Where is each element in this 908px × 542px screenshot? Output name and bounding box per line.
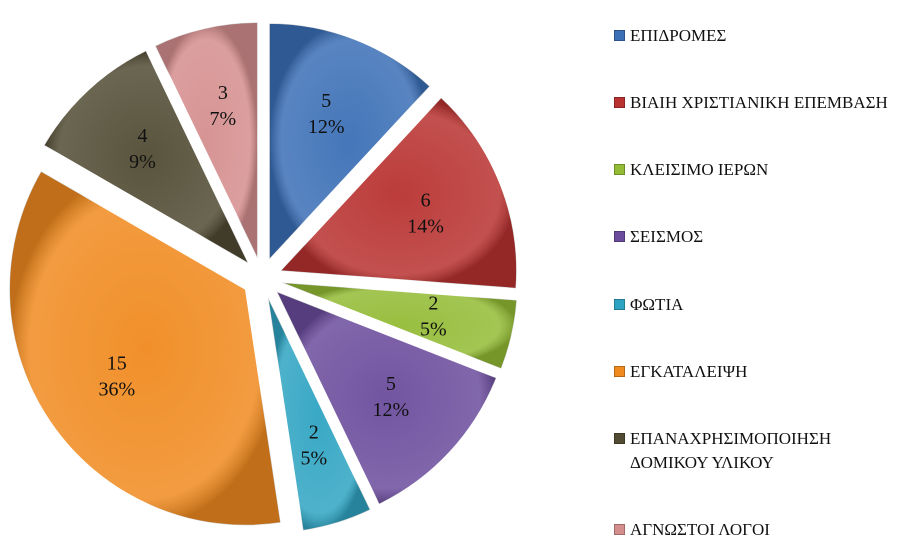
legend-label: ΑΓΝΩΣΤΟΙ ΛΟΓΟΙ	[630, 519, 770, 539]
percent-label: 5%	[420, 319, 447, 341]
percent-label: 36%	[98, 379, 135, 401]
legend-item: ΒΙΑΙΗ ΧΡΙΣΤΙΑΝΙΚΗ ΕΠΕΜΒΑΣΗ	[614, 91, 904, 115]
legend-label: ΣΕΙΣΜΟΣ	[630, 227, 704, 247]
legend-swatch	[614, 97, 625, 109]
legend-swatch	[614, 432, 625, 444]
value-label: 3	[218, 82, 228, 104]
percent-label: 14%	[407, 215, 444, 237]
legend-swatch	[614, 298, 625, 310]
legend: ΕΠΙΔΡΟΜΕΣ ΒΙΑΙΗ ΧΡΙΣΤΙΑΝΙΚΗ ΕΠΕΜΒΑΣΗ ΚΛΕΙΣ…	[614, 24, 904, 542]
value-label: 2	[428, 293, 438, 315]
value-label: 2	[309, 422, 319, 444]
legend-label: ΒΙΑΙΗ ΧΡΙΣΤΙΑΝΙΚΗ ΕΠΕΜΒΑΣΗ	[630, 93, 888, 113]
legend-swatch	[614, 30, 625, 41]
legend-swatch	[614, 231, 625, 243]
legend-item: ΑΓΝΩΣΤΟΙ ΛΟΓΟΙ	[614, 518, 904, 542]
pie-chart: 5 12% 6 14% 2 5% 5 12% 2 5% 15 36% 4 9% 3 7%	[8, 22, 518, 532]
percent-label: 7%	[210, 108, 237, 130]
pie-slice	[8, 170, 282, 526]
percent-label: 12%	[373, 399, 410, 421]
legend-label: ΕΓΚΑΤΑΛΕΙΨΗ	[630, 361, 748, 381]
value-label: 5	[321, 90, 331, 112]
legend-item: ΦΩΤΙΑ	[614, 293, 904, 317]
legend-item: ΕΠΙΔΡΟΜΕΣ	[614, 24, 904, 48]
percent-label: 5%	[300, 448, 327, 470]
legend-label: ΚΛΕΙΣΙΜΟ ΙΕΡΩΝ	[630, 160, 769, 180]
value-label: 15	[107, 353, 127, 375]
legend-label: ΕΠΙΔΡΟΜΕΣ	[630, 26, 727, 45]
value-label: 4	[137, 125, 147, 147]
value-label: 6	[421, 189, 431, 211]
legend-label: ΕΠΑΝΑΧΡΗΣΙΜΟΠΟΙΗΣΗ ΔΟΜΙΚΟΥ ΥΛΙΚΟΥ	[630, 428, 832, 472]
percent-label: 9%	[129, 151, 156, 173]
legend-item: ΕΠΑΝΑΧΡΗΣΙΜΟΠΟΙΗΣΗ ΔΟΜΙΚΟΥ ΥΛΙΚΟΥ	[614, 427, 904, 475]
value-label: 5	[386, 373, 396, 395]
legend-swatch	[614, 365, 625, 377]
legend-swatch	[614, 523, 625, 535]
legend-item: ΣΕΙΣΜΟΣ	[614, 225, 904, 249]
legend-item: ΚΛΕΙΣΙΜΟ ΙΕΡΩΝ	[614, 158, 904, 182]
percent-label: 12%	[308, 116, 345, 138]
legend-item: ΕΓΚΑΤΑΛΕΙΨΗ	[614, 360, 904, 384]
legend-swatch	[614, 164, 625, 176]
legend-label: ΦΩΤΙΑ	[630, 294, 684, 314]
